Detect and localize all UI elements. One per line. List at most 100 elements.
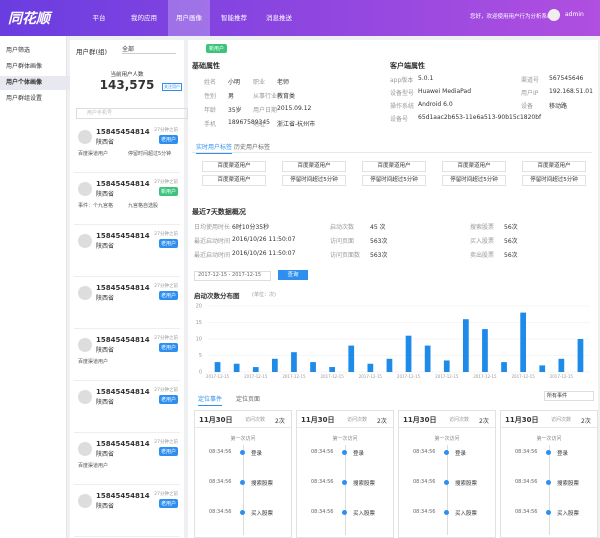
user-item[interactable]: 15845454814 陕西省 27分钟之前 老用户 百度渠道用户: [74, 436, 180, 485]
bar-chart: 0 5 10 15 20 2017-12-15 2017-12-15 2017-12-15 20…: [196, 304, 590, 379]
user-avatar: [78, 338, 92, 352]
user-tag: 老用户: [158, 135, 178, 144]
date-range[interactable]: 2017-12-15 - 2017-12-15: [194, 271, 271, 281]
bar: [482, 329, 488, 372]
user-count: 143,575: [99, 78, 155, 92]
user-item[interactable]: 15845454814 陕西省 27分钟之前 老用户: [74, 384, 180, 433]
tag-tab[interactable]: 实时用户标签: [196, 142, 233, 154]
nav-item[interactable]: 智能推荐: [221, 14, 247, 22]
event-card: 11月30日 访问次数 2次 第一次访问 08:34:56 登录 08:34:56 搜索股票 0…: [398, 410, 496, 538]
divider: [399, 427, 495, 428]
nav-item[interactable]: 我的应用: [131, 14, 157, 22]
event-dot: [444, 450, 449, 455]
field-value: 浙江省-杭州市: [277, 121, 316, 128]
event-name: 登录: [251, 451, 263, 457]
field-value: Android 6.0: [418, 101, 453, 108]
event-dot: [240, 480, 245, 485]
chart-unit: (单位：次): [252, 292, 276, 298]
chart-title: 启动次数分布图: [194, 292, 240, 300]
tag-tab[interactable]: 历史用户标签: [234, 144, 271, 151]
x-tick-label: 2017-12-15: [473, 374, 497, 379]
group-select[interactable]: 全部: [122, 44, 176, 54]
sidebar-item[interactable]: 用户个体画像: [0, 76, 72, 90]
user-label: 百度渠道用户: [202, 175, 266, 186]
summary-label: 买入股票: [470, 238, 495, 245]
user-stay: 停留时间超过5分钟: [128, 151, 172, 157]
user-phone: 15845454814: [96, 492, 150, 500]
event-name: 搜索股票: [557, 481, 580, 487]
user-item[interactable]: 15845454814 陕西省 27分钟之前 老用户: [74, 228, 180, 277]
bar: [214, 362, 221, 372]
event-time: 08:34:56: [311, 509, 334, 515]
event-time: 08:34:56: [413, 479, 436, 485]
card-date: 11月30日: [403, 416, 437, 424]
user-avatar: [78, 182, 92, 196]
logo[interactable]: 同花顺: [8, 11, 50, 27]
event-time: 08:34:56: [515, 449, 538, 455]
sidebar: 用户筛选用户群体画像用户个体画像用户群组设置: [0, 36, 72, 538]
field-label: 设备号: [390, 116, 409, 123]
user-region: 陕西省: [96, 399, 115, 406]
user-time: 27分钟之前: [154, 284, 178, 289]
y-tick-label: 5: [199, 353, 202, 359]
user-item[interactable]: 15845454814 陕西省 27分钟之前 老用户 百度渠道用户 停留时间超过5分钟: [74, 124, 180, 173]
card-date: 11月30日: [199, 416, 233, 424]
event-tab[interactable]: 定位事件: [198, 394, 223, 406]
user-label: 百度渠道用户: [362, 161, 426, 172]
section-title: 最近7天数据概况: [192, 208, 246, 216]
x-tick-label: 2017-12-15: [550, 374, 574, 379]
avatar[interactable]: [548, 9, 560, 21]
nav-item[interactable]: 平台: [92, 14, 106, 22]
user-tag: 老用户: [158, 447, 178, 456]
event-name: 登录: [353, 451, 365, 457]
user-tag: 老用户: [158, 395, 178, 404]
bar: [443, 360, 450, 372]
search-input[interactable]: 用户手机号: [76, 108, 188, 119]
field-value: 2015.09.12: [277, 105, 312, 112]
user-item[interactable]: 15845454814 陕西省 27分钟之前 新用户 事件：个九宫格 九宫格自选股: [74, 176, 180, 225]
sidebar-item[interactable]: 用户群组设置: [6, 95, 43, 102]
count-button[interactable]: 关注用户: [162, 83, 182, 91]
user-avatar: [78, 494, 92, 508]
user-tag: 新用户: [158, 187, 178, 196]
summary-value: 56次: [504, 238, 518, 245]
event-name: 搜索股票: [353, 481, 376, 487]
event-dot: [240, 450, 245, 455]
summary-label: 日均使用时长: [194, 224, 231, 231]
visits-label: 访问次数: [551, 417, 572, 423]
user-phone: 15845454814: [96, 388, 150, 396]
event-time: 08:34:56: [311, 449, 334, 455]
field-value: 小明: [228, 79, 241, 86]
bar: [233, 363, 240, 372]
bar: [252, 367, 259, 372]
query-button[interactable]: 查询: [278, 270, 308, 280]
user-item[interactable]: 15845454814 陕西省 27分钟之前 老用户: [74, 280, 180, 329]
event-dot: [444, 480, 449, 485]
field-value: 老师: [277, 79, 290, 86]
event-tab[interactable]: 定位页面: [236, 396, 261, 403]
sidebar-item[interactable]: 用户筛选: [6, 47, 31, 54]
user-label: 百度渠道用户: [282, 161, 346, 172]
summary-label: 访问页面数: [330, 252, 361, 259]
nav-item[interactable]: 用户画像: [168, 0, 210, 36]
bar: [539, 365, 546, 372]
user-name[interactable]: admin: [565, 11, 584, 18]
event-name: 搜索股票: [455, 481, 478, 487]
divider: [195, 427, 291, 428]
event-filter[interactable]: 所有事件: [544, 391, 594, 401]
event-card: 11月30日 访问次数 2次 第一次访问 08:34:56 登录 08:34:56 搜索股票 0…: [500, 410, 598, 538]
user-region: 陕西省: [96, 243, 115, 250]
user-time: 27分钟之前: [154, 440, 178, 445]
event-name: 买入股票: [353, 511, 376, 517]
timeline: [447, 445, 448, 535]
event-name: 买入股票: [557, 511, 580, 517]
visits: 2次: [479, 418, 489, 425]
user-item[interactable]: 15845454814 陕西省 27分钟之前 老用户: [74, 488, 180, 537]
nav-item[interactable]: 消息推送: [266, 14, 292, 22]
bar: [577, 339, 584, 372]
user-region: 陕西省: [96, 347, 115, 354]
sidebar-item[interactable]: 用户群体画像: [6, 63, 43, 70]
user-time: 27分钟之前: [154, 492, 178, 497]
user-item[interactable]: 15845454814 陕西省 27分钟之前 老用户 百度渠道用户: [74, 332, 180, 381]
